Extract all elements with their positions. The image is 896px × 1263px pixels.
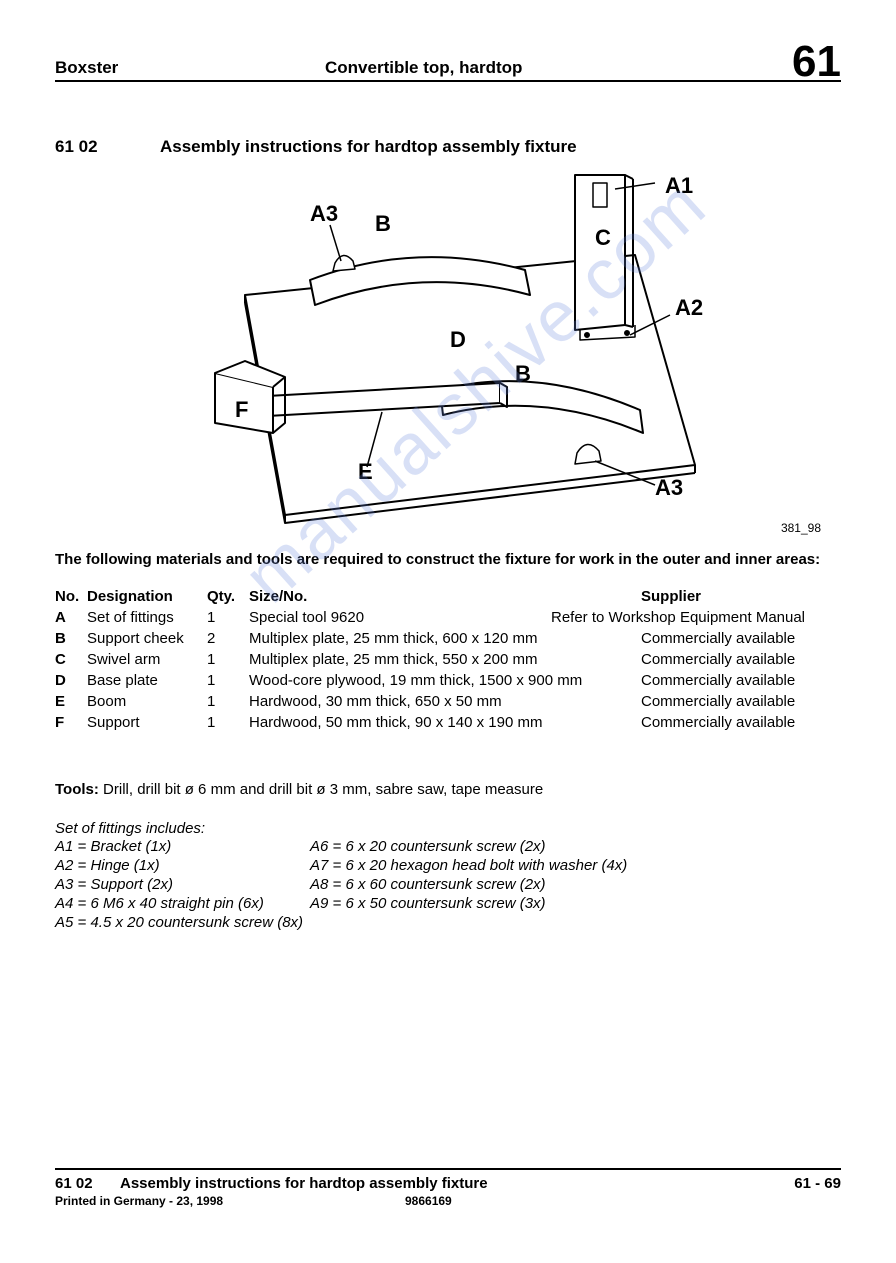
footer-code: 9866169 (355, 1194, 841, 1208)
fittings-row: A2 = Hinge (1x) A7 = 6 x 20 hexagon head… (55, 856, 841, 875)
col-sup: Supplier (641, 588, 841, 605)
page: Boxster Convertible top, hardtop 61 61 0… (0, 0, 896, 1263)
col-no: No. (55, 588, 87, 605)
intro-text: The following materials and tools are re… (55, 551, 841, 570)
table-row: B Support cheek 2 Multiplex plate, 25 mm… (55, 628, 841, 649)
fittings-row: A3 = Support (2x) A8 = 6 x 60 countersun… (55, 875, 841, 894)
header-model: Boxster (55, 58, 325, 78)
tools-label: Tools: (55, 781, 99, 798)
fittings-row: A5 = 4.5 x 20 countersunk screw (8x) (55, 913, 841, 932)
label-a3-back: A3 (310, 201, 338, 227)
fittings-row: A4 = 6 M6 x 40 straight pin (6x) A9 = 6 … (55, 894, 841, 913)
section-title-text: Assembly instructions for hardtop assemb… (160, 137, 577, 157)
footer-section: 61 02 (55, 1175, 120, 1192)
section-heading: 61 02 Assembly instructions for hardtop … (55, 137, 841, 157)
label-f: F (235, 397, 248, 423)
tools-line: Tools: Drill, drill bit ø 6 mm and drill… (55, 781, 841, 798)
diagram-svg (135, 165, 735, 535)
tools-text: Drill, drill bit ø 6 mm and drill bit ø … (99, 781, 543, 798)
figure-reference: 381_98 (781, 521, 821, 535)
label-c: C (595, 225, 611, 251)
page-header: Boxster Convertible top, hardtop 61 (55, 40, 841, 82)
label-a3-front: A3 (655, 475, 683, 501)
fittings-row: A1 = Bracket (1x) A6 = 6 x 20 countersun… (55, 837, 841, 856)
label-e: E (358, 459, 373, 485)
table-row: D Base plate 1 Wood-core plywood, 19 mm … (55, 670, 841, 691)
header-chapter: Convertible top, hardtop (325, 58, 792, 78)
table-header: No. Designation Qty. Size/No. Supplier (55, 586, 841, 607)
assembly-diagram: A1 A2 A3 A3 B B C D E F 381_98 (55, 165, 841, 545)
col-qty: Qty. (207, 588, 249, 605)
col-des: Designation (87, 588, 207, 605)
header-chapter-number: 61 (792, 40, 841, 84)
page-footer: 61 02 Assembly instructions for hardtop … (55, 1168, 841, 1208)
materials-table: No. Designation Qty. Size/No. Supplier A… (55, 586, 841, 733)
table-row: C Swivel arm 1 Multiplex plate, 25 mm th… (55, 649, 841, 670)
label-d: D (450, 327, 466, 353)
table-row: E Boom 1 Hardwood, 30 mm thick, 650 x 50… (55, 691, 841, 712)
col-size: Size/No. (249, 588, 641, 605)
label-b-back: B (375, 211, 391, 237)
table-row: A Set of fittings 1 Special tool 9620 Re… (55, 607, 841, 628)
fittings-heading: Set of fittings includes: (55, 820, 841, 837)
table-row: F Support 1 Hardwood, 50 mm thick, 90 x … (55, 712, 841, 733)
label-b-front: B (515, 361, 531, 387)
label-a1: A1 (665, 173, 693, 199)
section-number: 61 02 (55, 137, 160, 157)
footer-title: Assembly instructions for hardtop assemb… (120, 1175, 761, 1192)
footer-printed: Printed in Germany - 23, 1998 (55, 1194, 355, 1208)
footer-page: 61 - 69 (761, 1175, 841, 1192)
label-a2: A2 (675, 295, 703, 321)
